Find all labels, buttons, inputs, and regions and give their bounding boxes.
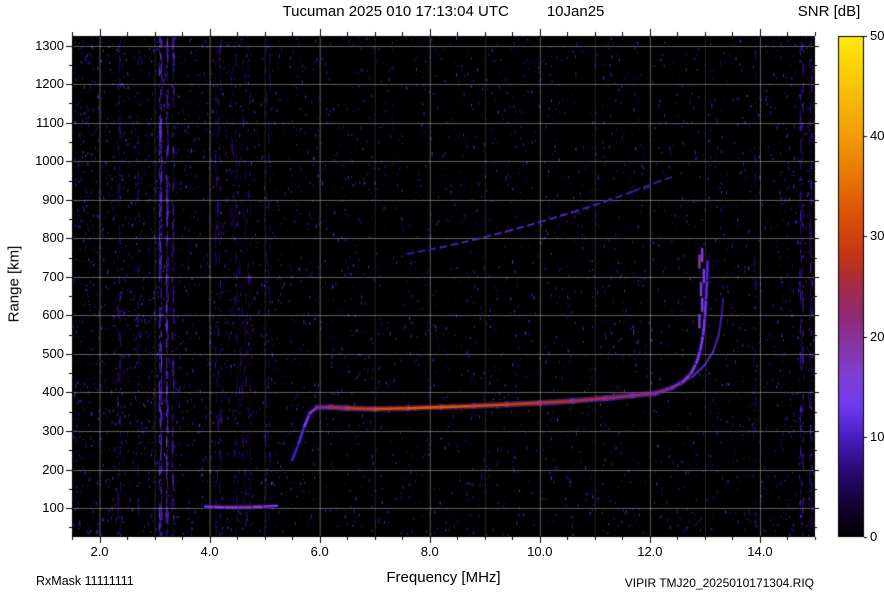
file-name-label: VIPIR TMJ20_2025010171304.RIQ (624, 576, 814, 590)
title-date: 10Jan25 (546, 3, 605, 20)
plot-title: Tucuman 2025 010 17:13:04 UTC 10Jan25 (72, 3, 815, 20)
y-axis-label: Range [km] (5, 245, 23, 323)
rx-mask-label: RxMask 11111111 (36, 574, 134, 588)
x-axis-label: Frequency [MHz] (386, 569, 501, 586)
title-text: Tucuman 2025 010 17:13:04 UTC (282, 3, 509, 20)
colorbar-title: SNR [dB] (797, 3, 861, 20)
